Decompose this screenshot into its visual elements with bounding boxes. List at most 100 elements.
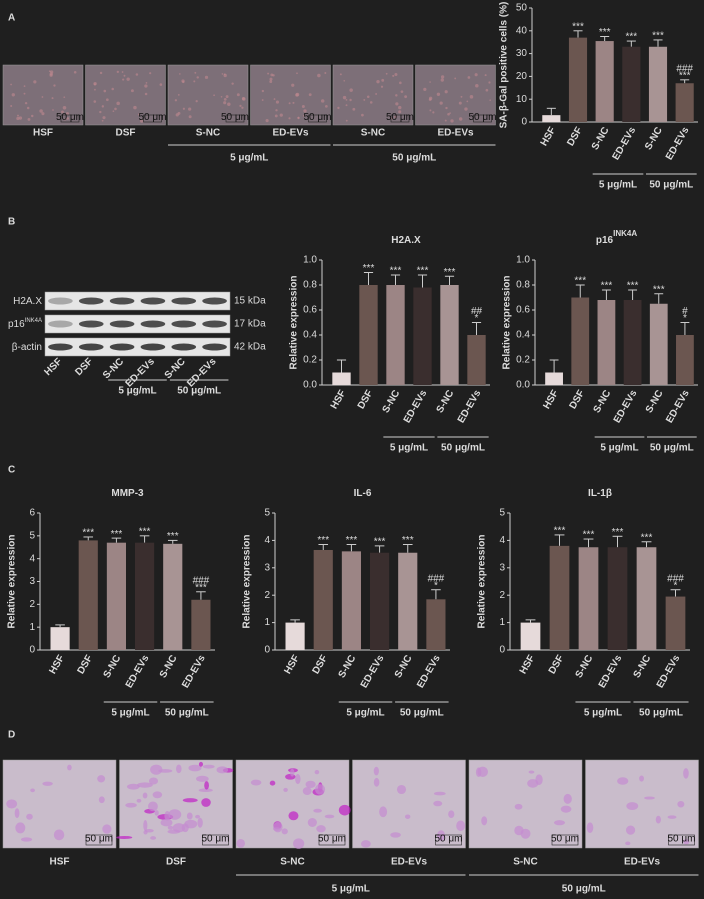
chart-title-text: H2A.X	[391, 235, 421, 246]
group-label: 5 μg/mL	[332, 884, 370, 895]
cell	[10, 105, 13, 107]
x-tick-label: DSF	[356, 388, 376, 411]
stain	[186, 812, 193, 820]
cell	[447, 112, 450, 116]
scale-box	[308, 114, 327, 123]
significance: ***	[82, 528, 94, 539]
group-label: 5 μg/mL	[118, 386, 156, 397]
scale-box	[143, 114, 162, 123]
cell	[375, 93, 378, 95]
cell	[116, 101, 120, 106]
scale-bar-label: 50 μm	[435, 834, 463, 845]
cell	[450, 119, 454, 123]
cell	[50, 70, 54, 74]
x-tick-label: HSF	[518, 653, 538, 676]
bar	[413, 287, 432, 385]
blot-strip	[44, 291, 231, 311]
stain	[154, 810, 159, 816]
cell	[275, 109, 278, 112]
y-axis-label: Relative expression	[289, 276, 300, 370]
scale-bar-label: 50 μm	[318, 834, 346, 845]
stain	[167, 829, 181, 834]
cell	[369, 101, 373, 104]
cell	[349, 98, 352, 102]
cell	[444, 90, 448, 94]
significance: ***	[679, 70, 691, 81]
cell	[105, 98, 109, 102]
cell	[101, 119, 104, 122]
y-tick-label: 0.8	[303, 280, 317, 291]
x-tick-label: ED-EVs	[611, 125, 639, 162]
y-tick-label: 0.8	[516, 280, 530, 291]
blot-size: 42 kDa	[234, 342, 266, 353]
stain	[667, 815, 677, 819]
stain	[283, 787, 288, 792]
stain	[281, 828, 288, 835]
band	[171, 320, 197, 328]
y-tick-label: 0.4	[516, 330, 530, 341]
stain	[290, 768, 295, 777]
bar	[549, 545, 570, 650]
bar	[341, 551, 361, 650]
stain	[373, 777, 380, 787]
cell	[227, 102, 231, 107]
y-tick-label: 0.4	[303, 330, 317, 341]
scale-box	[60, 114, 80, 123]
bar	[440, 285, 459, 385]
cell	[99, 110, 102, 114]
group-label: 5 μg/mL	[600, 443, 638, 454]
cell	[182, 107, 185, 110]
group-label: 50 μg/mL	[649, 180, 693, 191]
y-tick-label: 0.6	[303, 305, 317, 316]
x-tick-label: S-NC	[435, 388, 457, 415]
bar	[370, 552, 390, 650]
x-tick-label: DSF	[76, 653, 96, 676]
bar	[135, 542, 155, 650]
cell	[345, 119, 348, 122]
stain	[586, 822, 594, 834]
cell	[485, 88, 489, 92]
stain	[30, 788, 35, 793]
stain	[528, 770, 535, 774]
cell	[62, 106, 67, 110]
significance: ***	[346, 535, 358, 546]
blot-lane-label: S-NC	[101, 356, 126, 381]
cell	[93, 100, 97, 103]
scale-bar-label: 50 μm	[551, 834, 579, 845]
bar	[332, 372, 351, 385]
stain	[67, 764, 72, 771]
stain	[316, 825, 326, 833]
blot-row-name: H2A.X	[13, 296, 42, 307]
significance: ***	[195, 582, 207, 593]
stain	[390, 832, 401, 838]
scale-box	[435, 834, 462, 846]
bar	[520, 622, 541, 650]
y-tick-label: 0.2	[303, 355, 317, 366]
stain	[269, 780, 276, 786]
x-tick-label: S-NC	[574, 653, 596, 680]
cell	[303, 109, 307, 113]
scale-box	[225, 114, 245, 123]
stain	[198, 761, 204, 767]
cell	[466, 100, 469, 103]
stain	[116, 835, 133, 839]
significance: ###	[428, 573, 445, 584]
cell	[133, 105, 137, 110]
cell	[399, 81, 402, 85]
panel-label: C	[8, 465, 15, 476]
bar	[676, 335, 694, 385]
stain	[514, 803, 523, 810]
y-tick-label: 0.0	[303, 380, 317, 391]
cell	[193, 80, 196, 83]
image-caption: DSF	[116, 128, 136, 139]
blot-lane-label: HSF	[42, 356, 64, 378]
stain	[188, 764, 202, 772]
cell	[99, 71, 103, 75]
significance: ***	[317, 535, 329, 546]
bar	[398, 552, 418, 650]
stain	[152, 791, 163, 799]
x-tick-label: ED-EVs	[180, 653, 208, 690]
chart-title-text: IL-6	[354, 488, 372, 499]
cell	[116, 70, 120, 74]
y-tick-label: 0	[264, 645, 270, 656]
